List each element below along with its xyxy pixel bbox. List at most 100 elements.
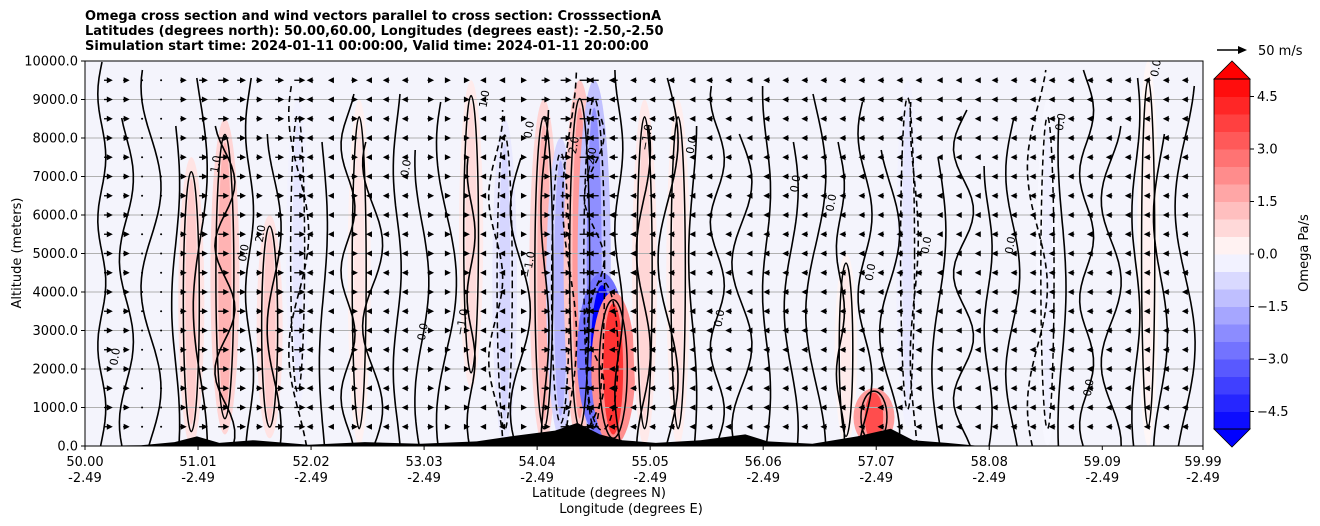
wind-vector-50-9 bbox=[1029, 250, 1037, 257]
wind-vector-40-13 bbox=[839, 173, 847, 180]
wind-vector-3-12 bbox=[141, 194, 144, 197]
wind-vector-arrowhead-icon bbox=[544, 115, 551, 122]
wind-vector-22-6 bbox=[499, 308, 506, 315]
wind-vector-arrowhead-icon bbox=[801, 135, 808, 141]
wind-vector-arrowhead-icon bbox=[763, 423, 770, 430]
wind-vector-41-7 bbox=[858, 289, 866, 295]
contour-line-1 bbox=[118, 117, 135, 446]
wind-vector-arrowhead-icon bbox=[820, 327, 827, 334]
wind-vector-10-18 bbox=[275, 77, 285, 84]
wind-vector-22-2 bbox=[499, 385, 506, 392]
wind-vector-arrowhead-icon bbox=[351, 231, 358, 238]
wind-vector-arrowhead-icon bbox=[763, 289, 770, 295]
wind-vector-2-3 bbox=[123, 366, 130, 372]
wind-vector-39-4 bbox=[820, 346, 827, 353]
wind-vector-arrowhead-icon bbox=[991, 173, 998, 180]
wind-vector-2-13 bbox=[123, 173, 130, 180]
wind-vector-arrowhead-icon bbox=[1124, 96, 1131, 103]
wind-vector-arrowhead-icon bbox=[123, 346, 130, 353]
wind-vector-arrowhead-icon bbox=[974, 404, 981, 411]
wind-vector-arrowhead-icon bbox=[689, 212, 696, 218]
wind-vector-54-16 bbox=[1105, 115, 1113, 122]
wind-vector-25-10 bbox=[560, 231, 572, 238]
wind-vector-17-8 bbox=[401, 269, 409, 276]
wind-vector-arrowhead-icon bbox=[463, 385, 470, 392]
wind-vector-arrowhead-icon bbox=[725, 385, 732, 392]
wind-vector-arrowhead-icon bbox=[306, 96, 313, 103]
wind-vector-51-8 bbox=[1048, 269, 1056, 276]
wind-vector-14-10 bbox=[351, 231, 358, 238]
y-tick-label-2: 2000.0 bbox=[33, 363, 79, 378]
wind-vector-3-11 bbox=[141, 214, 144, 216]
wind-vector-9-0 bbox=[256, 423, 263, 430]
wind-vector-arrowhead-icon bbox=[706, 192, 713, 199]
wind-vector-40-11 bbox=[839, 212, 847, 218]
wind-vector-35-10 bbox=[746, 231, 753, 238]
wind-vector-17-11 bbox=[401, 212, 409, 218]
wind-vector-arrowhead-icon bbox=[746, 115, 753, 122]
wind-vector-32-7 bbox=[689, 289, 696, 295]
wind-vector-arrowhead-icon bbox=[746, 173, 753, 180]
wind-vector-arrowhead-icon bbox=[444, 269, 451, 276]
wind-vector-arrowhead-icon bbox=[240, 135, 247, 141]
wind-vector-arrowhead-icon bbox=[896, 289, 903, 295]
wind-vector-41-16 bbox=[858, 115, 866, 122]
wind-vector-arrowhead-icon bbox=[401, 269, 408, 276]
wind-vector-50-13 bbox=[1029, 173, 1037, 180]
wind-vector-24-13 bbox=[541, 173, 551, 180]
wind-vector-arrowhead-icon bbox=[499, 404, 506, 411]
wind-vector-arrowhead-icon bbox=[1086, 154, 1093, 161]
wind-vector-58-4 bbox=[1181, 346, 1189, 353]
wind-vector-arrowhead-icon bbox=[1105, 423, 1112, 430]
wind-vector-48-14 bbox=[991, 154, 999, 161]
wind-vector-54-8 bbox=[1105, 269, 1113, 276]
wind-vector-arrowhead-icon bbox=[499, 269, 506, 276]
wind-vector-arrowhead-icon bbox=[649, 212, 656, 218]
wind-vector-arrowhead-icon bbox=[1162, 385, 1169, 392]
wind-vector-arrowhead-icon bbox=[1143, 212, 1150, 218]
contour-line-33 bbox=[909, 101, 920, 446]
wind-vector-24-2 bbox=[541, 385, 551, 392]
wind-vector-arrowhead-icon bbox=[223, 135, 230, 141]
wind-vector-arrowhead-icon bbox=[782, 308, 789, 315]
wind-vector-56-3 bbox=[1143, 366, 1151, 372]
colorbar-band-15 bbox=[1214, 149, 1250, 167]
wind-vector-arrowhead-icon bbox=[668, 346, 675, 353]
wind-vector-arrowhead-icon bbox=[706, 289, 713, 295]
wind-vector-arrowhead-icon bbox=[444, 135, 451, 141]
wind-vector-arrowhead-icon bbox=[725, 269, 732, 276]
wind-vector-arrowhead-icon bbox=[668, 327, 675, 334]
wind-vector-15-13 bbox=[365, 173, 372, 180]
wind-vector-48-10 bbox=[991, 231, 999, 238]
wind-vector-arrowhead-icon bbox=[1067, 423, 1074, 430]
wind-vector-10-2 bbox=[275, 385, 285, 392]
wind-vector-8-9 bbox=[237, 250, 247, 257]
wind-vector-16-13 bbox=[382, 173, 390, 180]
wind-vector-arrowhead-icon bbox=[544, 135, 551, 141]
wind-vector-34-7 bbox=[725, 289, 732, 295]
wind-vector-52-13 bbox=[1067, 173, 1075, 180]
wind-vector-arrowhead-icon bbox=[565, 269, 572, 276]
wind-vector-arrowhead-icon bbox=[955, 346, 962, 353]
contour-label-9: −1.0 bbox=[638, 123, 655, 152]
wind-vector-arrowhead-icon bbox=[499, 231, 506, 238]
wind-vector-42-7 bbox=[877, 289, 885, 295]
wind-vector-43-6 bbox=[896, 308, 904, 315]
wind-vector-36-10 bbox=[763, 231, 770, 238]
wind-vector-45-16 bbox=[936, 115, 943, 122]
wind-vector-44-13 bbox=[915, 173, 923, 180]
wind-vector-arrowhead-icon bbox=[689, 269, 696, 276]
wind-vector-arrowhead-icon bbox=[763, 135, 770, 141]
wind-vector-11-7 bbox=[294, 289, 306, 295]
wind-vector-arrowhead-icon bbox=[1067, 250, 1074, 257]
wind-vector-44-11 bbox=[915, 212, 923, 218]
wind-vector-35-5 bbox=[746, 327, 753, 334]
wind-vector-42-0 bbox=[877, 423, 885, 430]
y-tick-label-9: 9000.0 bbox=[33, 93, 79, 108]
wind-vector-19-9 bbox=[444, 250, 451, 257]
wind-vector-arrowhead-icon bbox=[106, 385, 113, 392]
wind-vector-8-11 bbox=[237, 212, 247, 218]
wind-vector-8-16 bbox=[237, 115, 247, 122]
wind-vector-arrowhead-icon bbox=[820, 366, 827, 372]
wind-vector-arrowhead-icon bbox=[649, 289, 656, 295]
